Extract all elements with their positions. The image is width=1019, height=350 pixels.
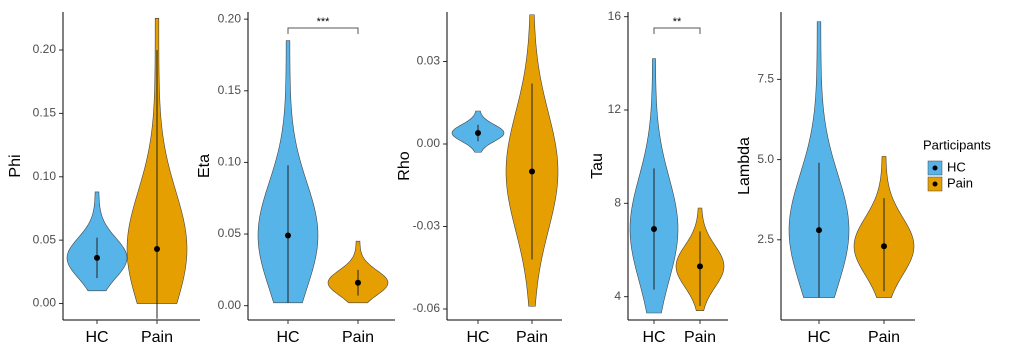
x-tick-label: HC bbox=[807, 329, 830, 346]
y-tick-label: 5.0 bbox=[757, 152, 774, 166]
mean-point bbox=[651, 226, 657, 232]
y-tick-label: 0.20 bbox=[218, 11, 242, 25]
y-tick-label: 0.20 bbox=[33, 42, 57, 56]
mean-point bbox=[881, 243, 887, 250]
y-tick-label: 4 bbox=[614, 289, 621, 303]
mean-point bbox=[285, 232, 291, 239]
x-tick-label: Pain bbox=[141, 329, 173, 346]
y-tick-label: 0.00 bbox=[218, 298, 242, 312]
x-tick-label: HC bbox=[85, 329, 108, 346]
y-axis-title: Tau bbox=[589, 153, 606, 179]
significance-label: ** bbox=[673, 16, 682, 28]
mean-point bbox=[529, 168, 535, 175]
x-tick-label: Pain bbox=[342, 329, 374, 346]
significance-bracket bbox=[653, 27, 701, 34]
y-tick-label: 12 bbox=[608, 102, 622, 116]
y-tick-label: 0.15 bbox=[33, 106, 57, 120]
y-axis-title: Phi bbox=[7, 154, 24, 177]
y-tick-label: 2.5 bbox=[757, 232, 774, 246]
y-tick-label: 0.03 bbox=[417, 54, 441, 68]
x-tick-label: Pain bbox=[868, 329, 900, 346]
x-tick-label: HC bbox=[642, 329, 665, 346]
y-tick-label: 0.15 bbox=[218, 83, 242, 97]
y-axis-title: Rho bbox=[396, 151, 413, 180]
y-tick-label: 8 bbox=[614, 196, 621, 210]
x-tick-label: HC bbox=[466, 329, 489, 346]
legend-label: HC bbox=[947, 159, 966, 174]
y-tick-label: 0.05 bbox=[218, 226, 242, 240]
mean-point bbox=[94, 254, 100, 261]
y-axis-title: Eta bbox=[196, 154, 213, 178]
legend-key-point bbox=[932, 181, 938, 187]
legend-key-point bbox=[932, 165, 938, 171]
mean-point bbox=[697, 263, 703, 270]
y-tick-label: 0.00 bbox=[417, 136, 441, 150]
y-tick-label: 0.05 bbox=[33, 232, 57, 246]
significance-label: *** bbox=[317, 16, 331, 28]
mean-point bbox=[816, 227, 822, 234]
mean-point bbox=[154, 246, 160, 253]
x-tick-label: Pain bbox=[684, 329, 716, 346]
mean-point bbox=[355, 279, 361, 286]
violin bbox=[788, 21, 850, 298]
y-tick-label: 0.10 bbox=[33, 169, 57, 183]
y-tick-label: 16 bbox=[608, 9, 622, 23]
y-tick-label: 0.00 bbox=[33, 296, 57, 310]
y-tick-label: -0.06 bbox=[413, 301, 441, 315]
significance-bracket bbox=[287, 27, 359, 34]
y-tick-label: 0.10 bbox=[218, 155, 242, 169]
y-tick-label: -0.03 bbox=[413, 219, 441, 233]
y-axis-title: Lambda bbox=[736, 137, 753, 195]
legend-title: Participants bbox=[923, 137, 991, 152]
y-tick-label: 7.5 bbox=[757, 72, 774, 86]
mean-point bbox=[475, 130, 481, 136]
x-tick-label: Pain bbox=[516, 329, 548, 346]
x-tick-label: HC bbox=[276, 329, 299, 346]
legend-label: Pain bbox=[947, 175, 973, 190]
